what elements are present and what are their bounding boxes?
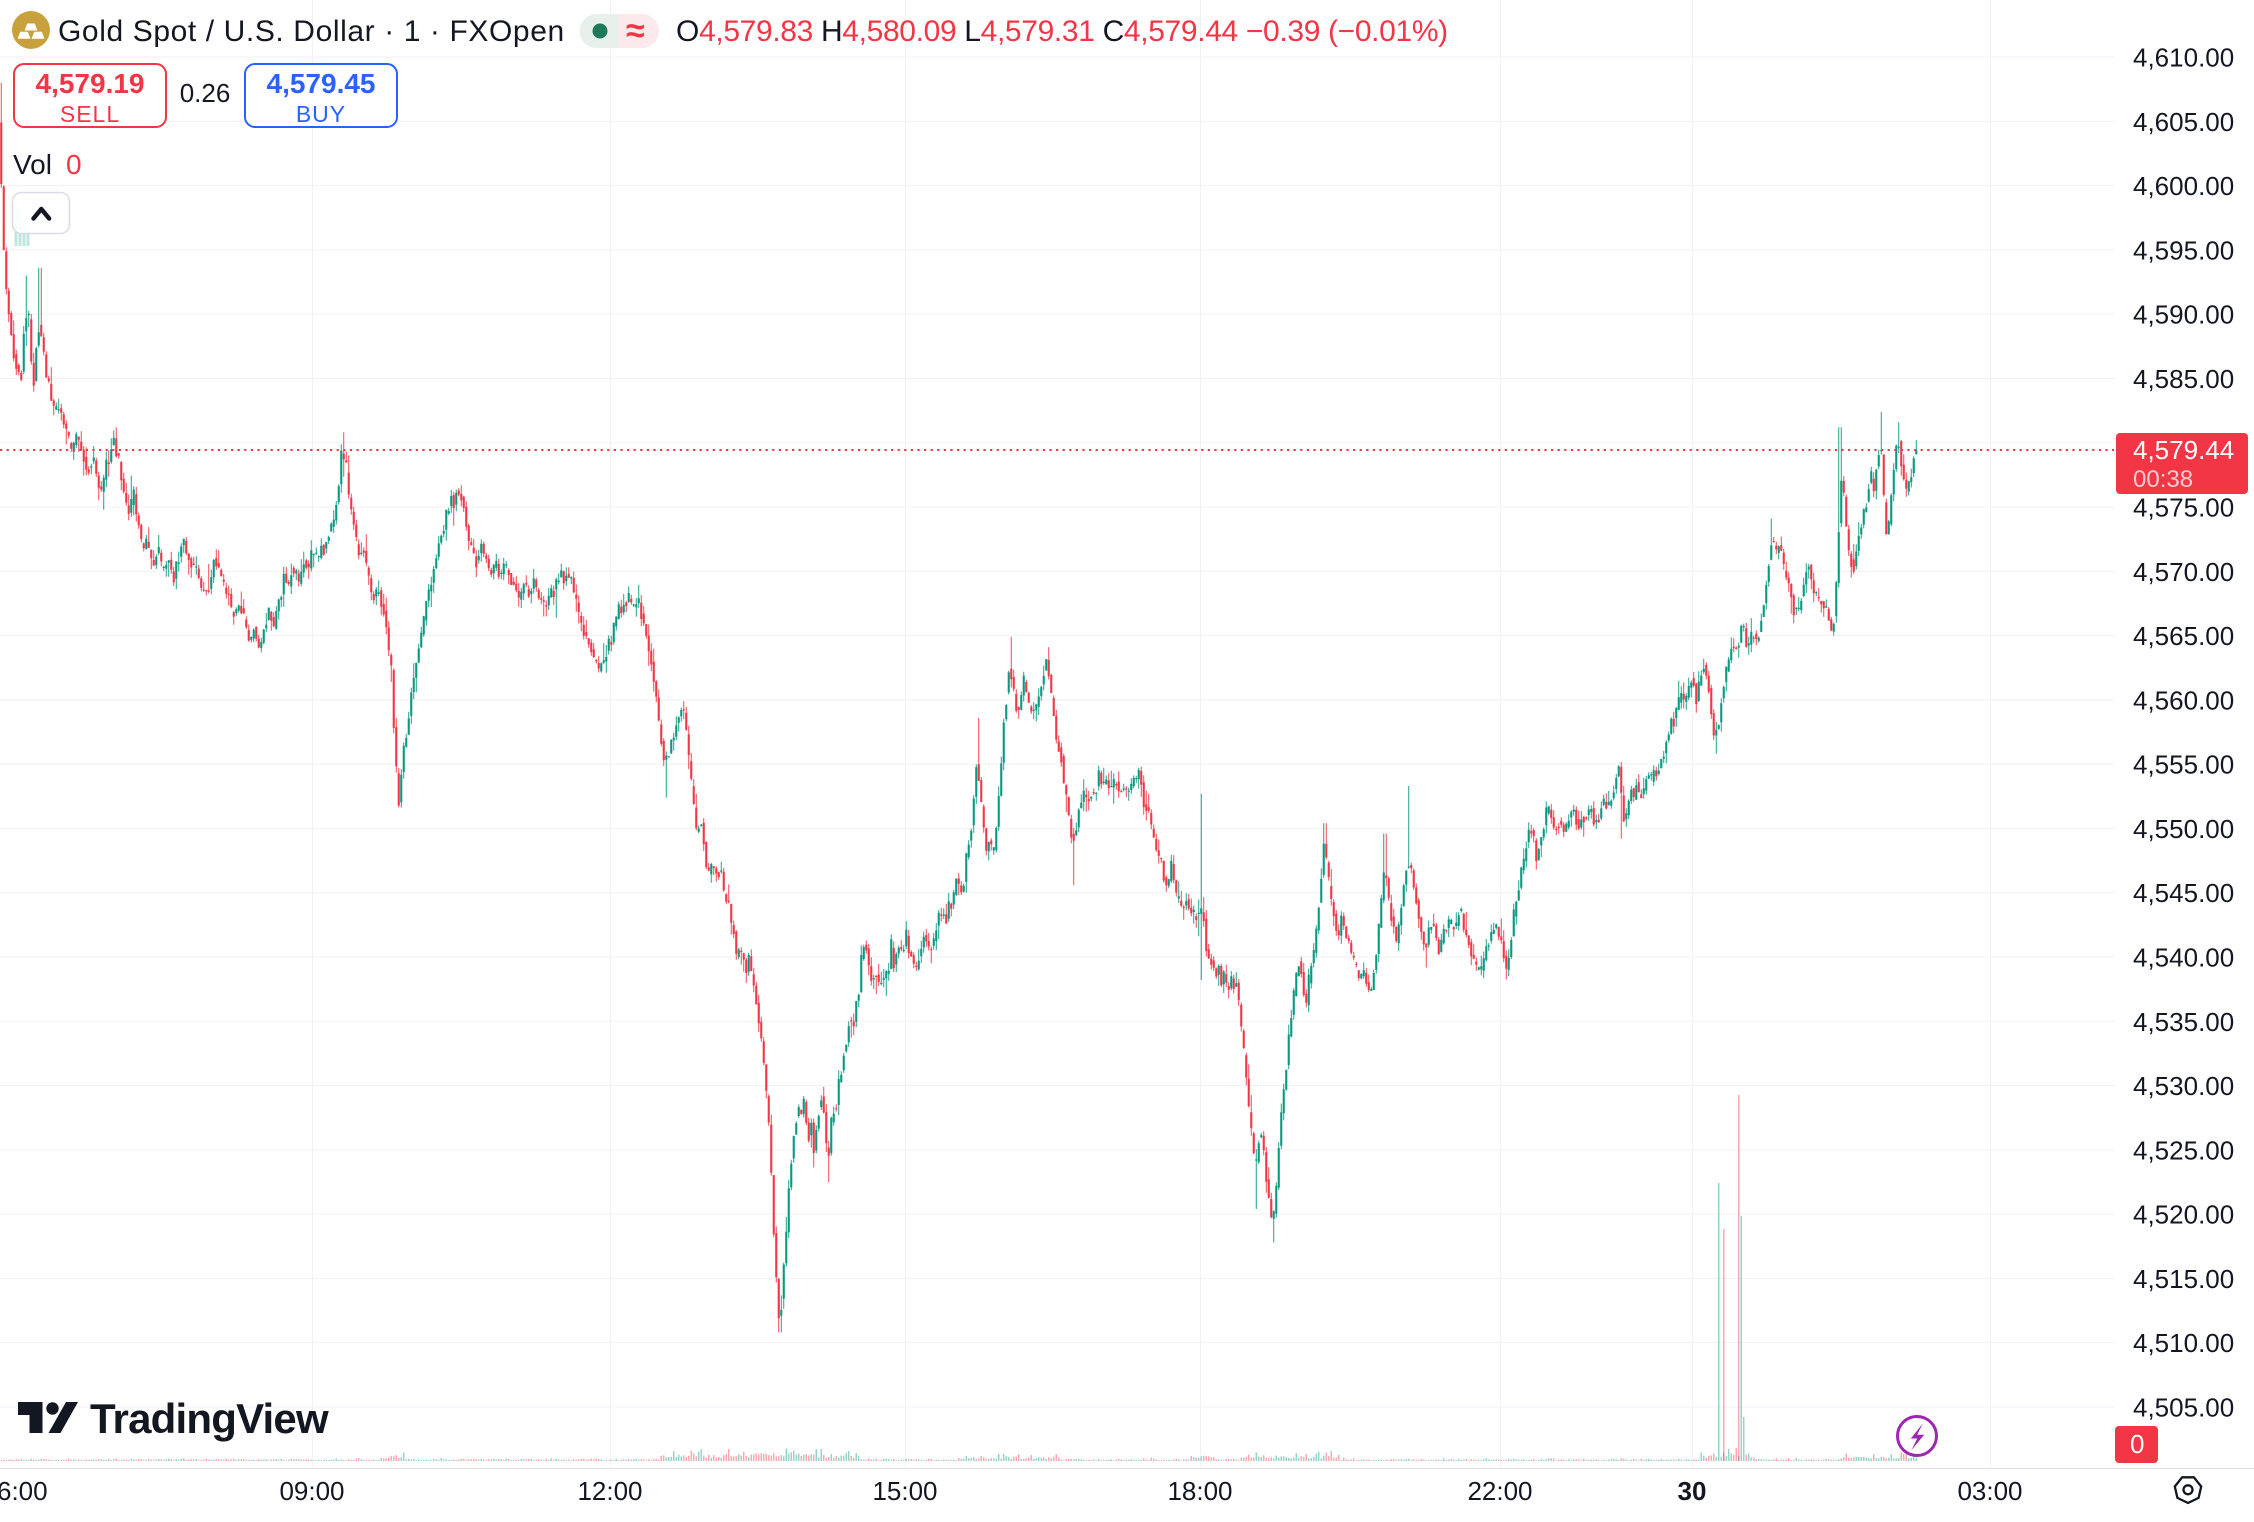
svg-text:4,560.00: 4,560.00 [2133, 685, 2234, 715]
svg-text:TradingView: TradingView [90, 1395, 329, 1442]
svg-text:4,540.00: 4,540.00 [2133, 943, 2234, 973]
svg-text:18:00: 18:00 [1167, 1476, 1232, 1506]
svg-text:6:00: 6:00 [0, 1476, 48, 1506]
svg-text:4,595.00: 4,595.00 [2133, 235, 2234, 265]
svg-text:4,579.45: 4,579.45 [267, 68, 376, 99]
svg-text:12:00: 12:00 [577, 1476, 642, 1506]
svg-text:4,579.44: 4,579.44 [2133, 435, 2234, 465]
svg-text:4,575.00: 4,575.00 [2133, 493, 2234, 523]
svg-text:4,545.00: 4,545.00 [2133, 878, 2234, 908]
svg-text:4,605.00: 4,605.00 [2133, 107, 2234, 137]
svg-text:Gold Spot / U.S. Dollar · 1 ·: Gold Spot / U.S. Dollar · 1 · FXOpen [58, 15, 565, 48]
svg-text:09:00: 09:00 [279, 1476, 344, 1506]
svg-text:Vol: Vol [13, 149, 52, 180]
svg-text:4,570.00: 4,570.00 [2133, 557, 2234, 587]
svg-text:O4,579.83 H4,580.09 L4,579.31: O4,579.83 H4,580.09 L4,579.31 C4,579.44 … [676, 15, 1448, 48]
svg-text:4,565.00: 4,565.00 [2133, 621, 2234, 651]
svg-text:4,530.00: 4,530.00 [2133, 1071, 2234, 1101]
svg-text:≈: ≈ [626, 12, 645, 50]
svg-text:4,535.00: 4,535.00 [2133, 1007, 2234, 1037]
svg-text:0: 0 [66, 149, 82, 180]
svg-text:4,610.00: 4,610.00 [2133, 43, 2234, 73]
svg-text:22:00: 22:00 [1467, 1476, 1532, 1506]
svg-text:0.26: 0.26 [180, 78, 231, 108]
svg-text:30: 30 [1678, 1476, 1707, 1506]
svg-text:4,505.00: 4,505.00 [2133, 1393, 2234, 1423]
svg-text:4,550.00: 4,550.00 [2133, 814, 2234, 844]
svg-text:SELL: SELL [60, 101, 120, 127]
svg-text:4,525.00: 4,525.00 [2133, 1135, 2234, 1165]
svg-text:4,585.00: 4,585.00 [2133, 364, 2234, 394]
svg-text:03:00: 03:00 [1957, 1476, 2022, 1506]
svg-text:00:38: 00:38 [2133, 466, 2193, 493]
svg-text:4,510.00: 4,510.00 [2133, 1328, 2234, 1358]
svg-text:15:00: 15:00 [872, 1476, 937, 1506]
svg-text:4,600.00: 4,600.00 [2133, 171, 2234, 201]
svg-text:0: 0 [2130, 1429, 2144, 1459]
svg-text:BUY: BUY [296, 101, 346, 127]
svg-text:4,579.19: 4,579.19 [36, 68, 145, 99]
svg-text:4,520.00: 4,520.00 [2133, 1200, 2234, 1230]
svg-text:4,590.00: 4,590.00 [2133, 300, 2234, 330]
svg-text:4,515.00: 4,515.00 [2133, 1264, 2234, 1294]
svg-text:4,555.00: 4,555.00 [2133, 750, 2234, 780]
